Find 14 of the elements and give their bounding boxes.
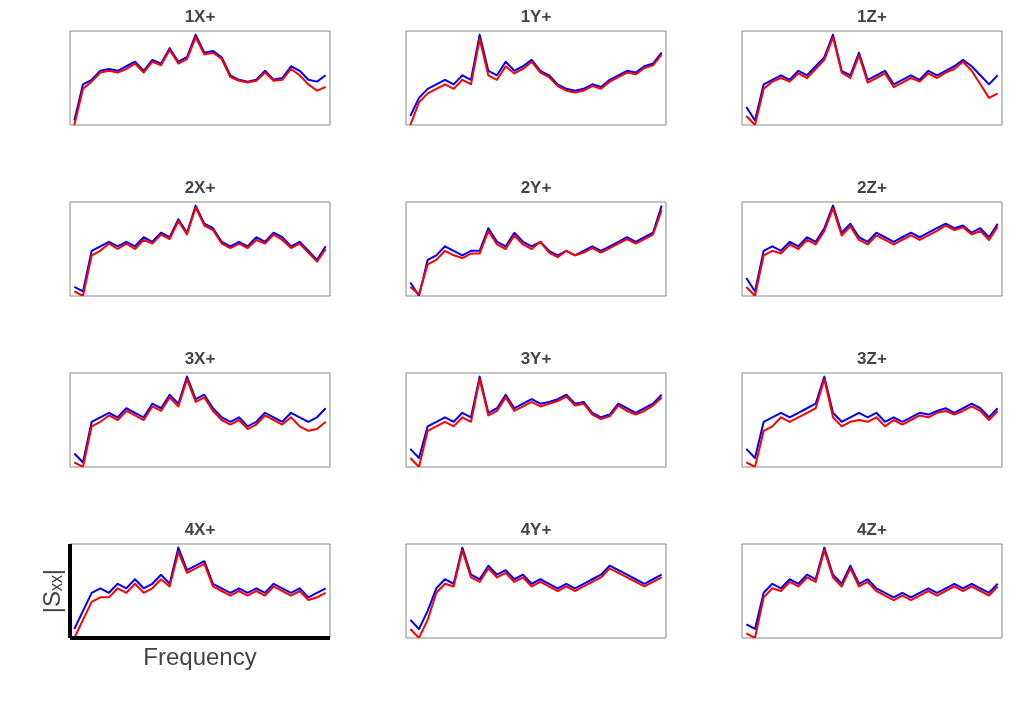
chart-title: 2Y+	[520, 178, 552, 197]
chart-title: 1X+	[184, 7, 216, 26]
chart-title: 3Y+	[520, 349, 552, 368]
chart-title: 2X+	[184, 178, 216, 197]
chart-title: 4Z+	[857, 520, 887, 539]
y-axis-title: |Sₓₓ|	[38, 568, 65, 614]
chart-title: 1Z+	[857, 7, 887, 26]
chart-title: 3X+	[184, 349, 216, 368]
chart-title: 3Z+	[857, 349, 887, 368]
chart-title: 1Y+	[520, 7, 552, 26]
chart-title: 4X+	[184, 520, 216, 539]
chart-title: 4Y+	[520, 520, 552, 539]
x-axis-title: Frequency	[143, 643, 257, 670]
chart-title: 2Z+	[857, 178, 887, 197]
